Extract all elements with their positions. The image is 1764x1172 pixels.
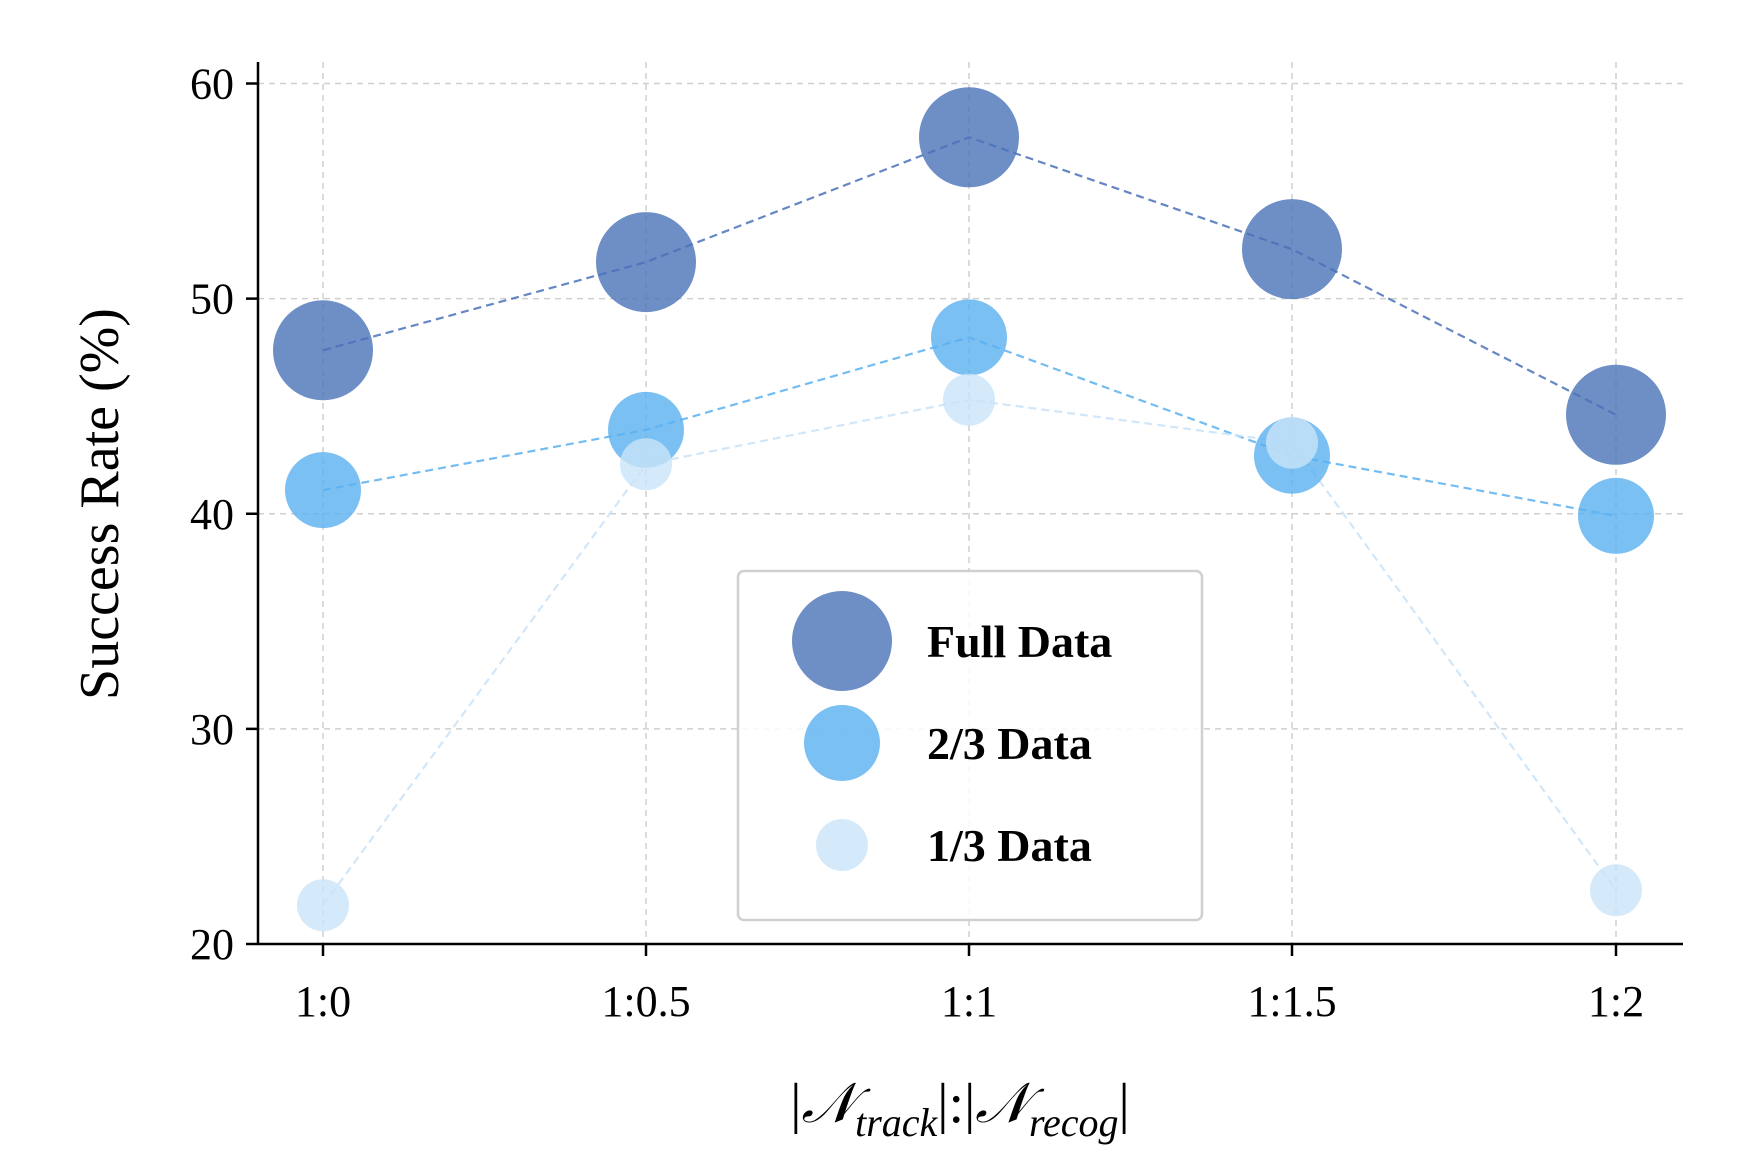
x-label-open: | (790, 1073, 801, 1135)
legend-marker (804, 705, 880, 781)
y-tick-label: 50 (190, 275, 234, 324)
data-point (919, 87, 1019, 188)
data-point (931, 299, 1007, 376)
legend-label: 1/3 Data (927, 820, 1092, 871)
data-point (1242, 199, 1342, 300)
y-tick-label: 40 (190, 490, 234, 539)
legend-label: 2/3 Data (927, 718, 1092, 769)
data-point (620, 438, 672, 491)
y-tick-label: 30 (190, 705, 234, 754)
data-point (1578, 477, 1654, 554)
data-point (297, 879, 349, 932)
data-point (943, 373, 995, 426)
legend-marker (792, 591, 892, 691)
legend-label: Full Data (927, 616, 1112, 667)
ticks: 20 30 40 50 60 1:0 1:0.5 1:1 1:1.5 1:2 (190, 60, 1644, 1026)
x-label-sub1: track (855, 1100, 938, 1145)
x-tick-label: 1:0 (295, 977, 351, 1026)
legend: Full Data 2/3 Data 1/3 Data (736, 569, 1204, 922)
x-tick-label: 1:2 (1588, 977, 1644, 1026)
x-label-sub2: recog (1029, 1100, 1119, 1145)
legend-items: Full Data 2/3 Data 1/3 Data (792, 591, 1112, 871)
x-label-close: | (1119, 1073, 1130, 1135)
y-tick-label: 20 (190, 920, 234, 969)
data-point (273, 300, 373, 401)
y-axis-label: Success Rate (%) (69, 308, 131, 700)
axes (256, 62, 1683, 946)
data-point (285, 452, 361, 529)
data-point (1266, 416, 1318, 469)
data-point (596, 212, 696, 313)
data-point (1566, 364, 1666, 465)
data-point (1590, 864, 1642, 917)
x-tick-label: 1:1.5 (1247, 977, 1336, 1026)
x-tick-label: 1:1 (941, 977, 997, 1026)
legend-marker (816, 819, 868, 871)
y-tick-label: 60 (190, 60, 234, 109)
x-label-mid: |:| (937, 1073, 975, 1135)
series-points (273, 87, 1666, 932)
x-tick-label: 1:0.5 (601, 977, 690, 1026)
x-axis-label: |𝒩track|:|𝒩recog| (790, 1073, 1130, 1145)
